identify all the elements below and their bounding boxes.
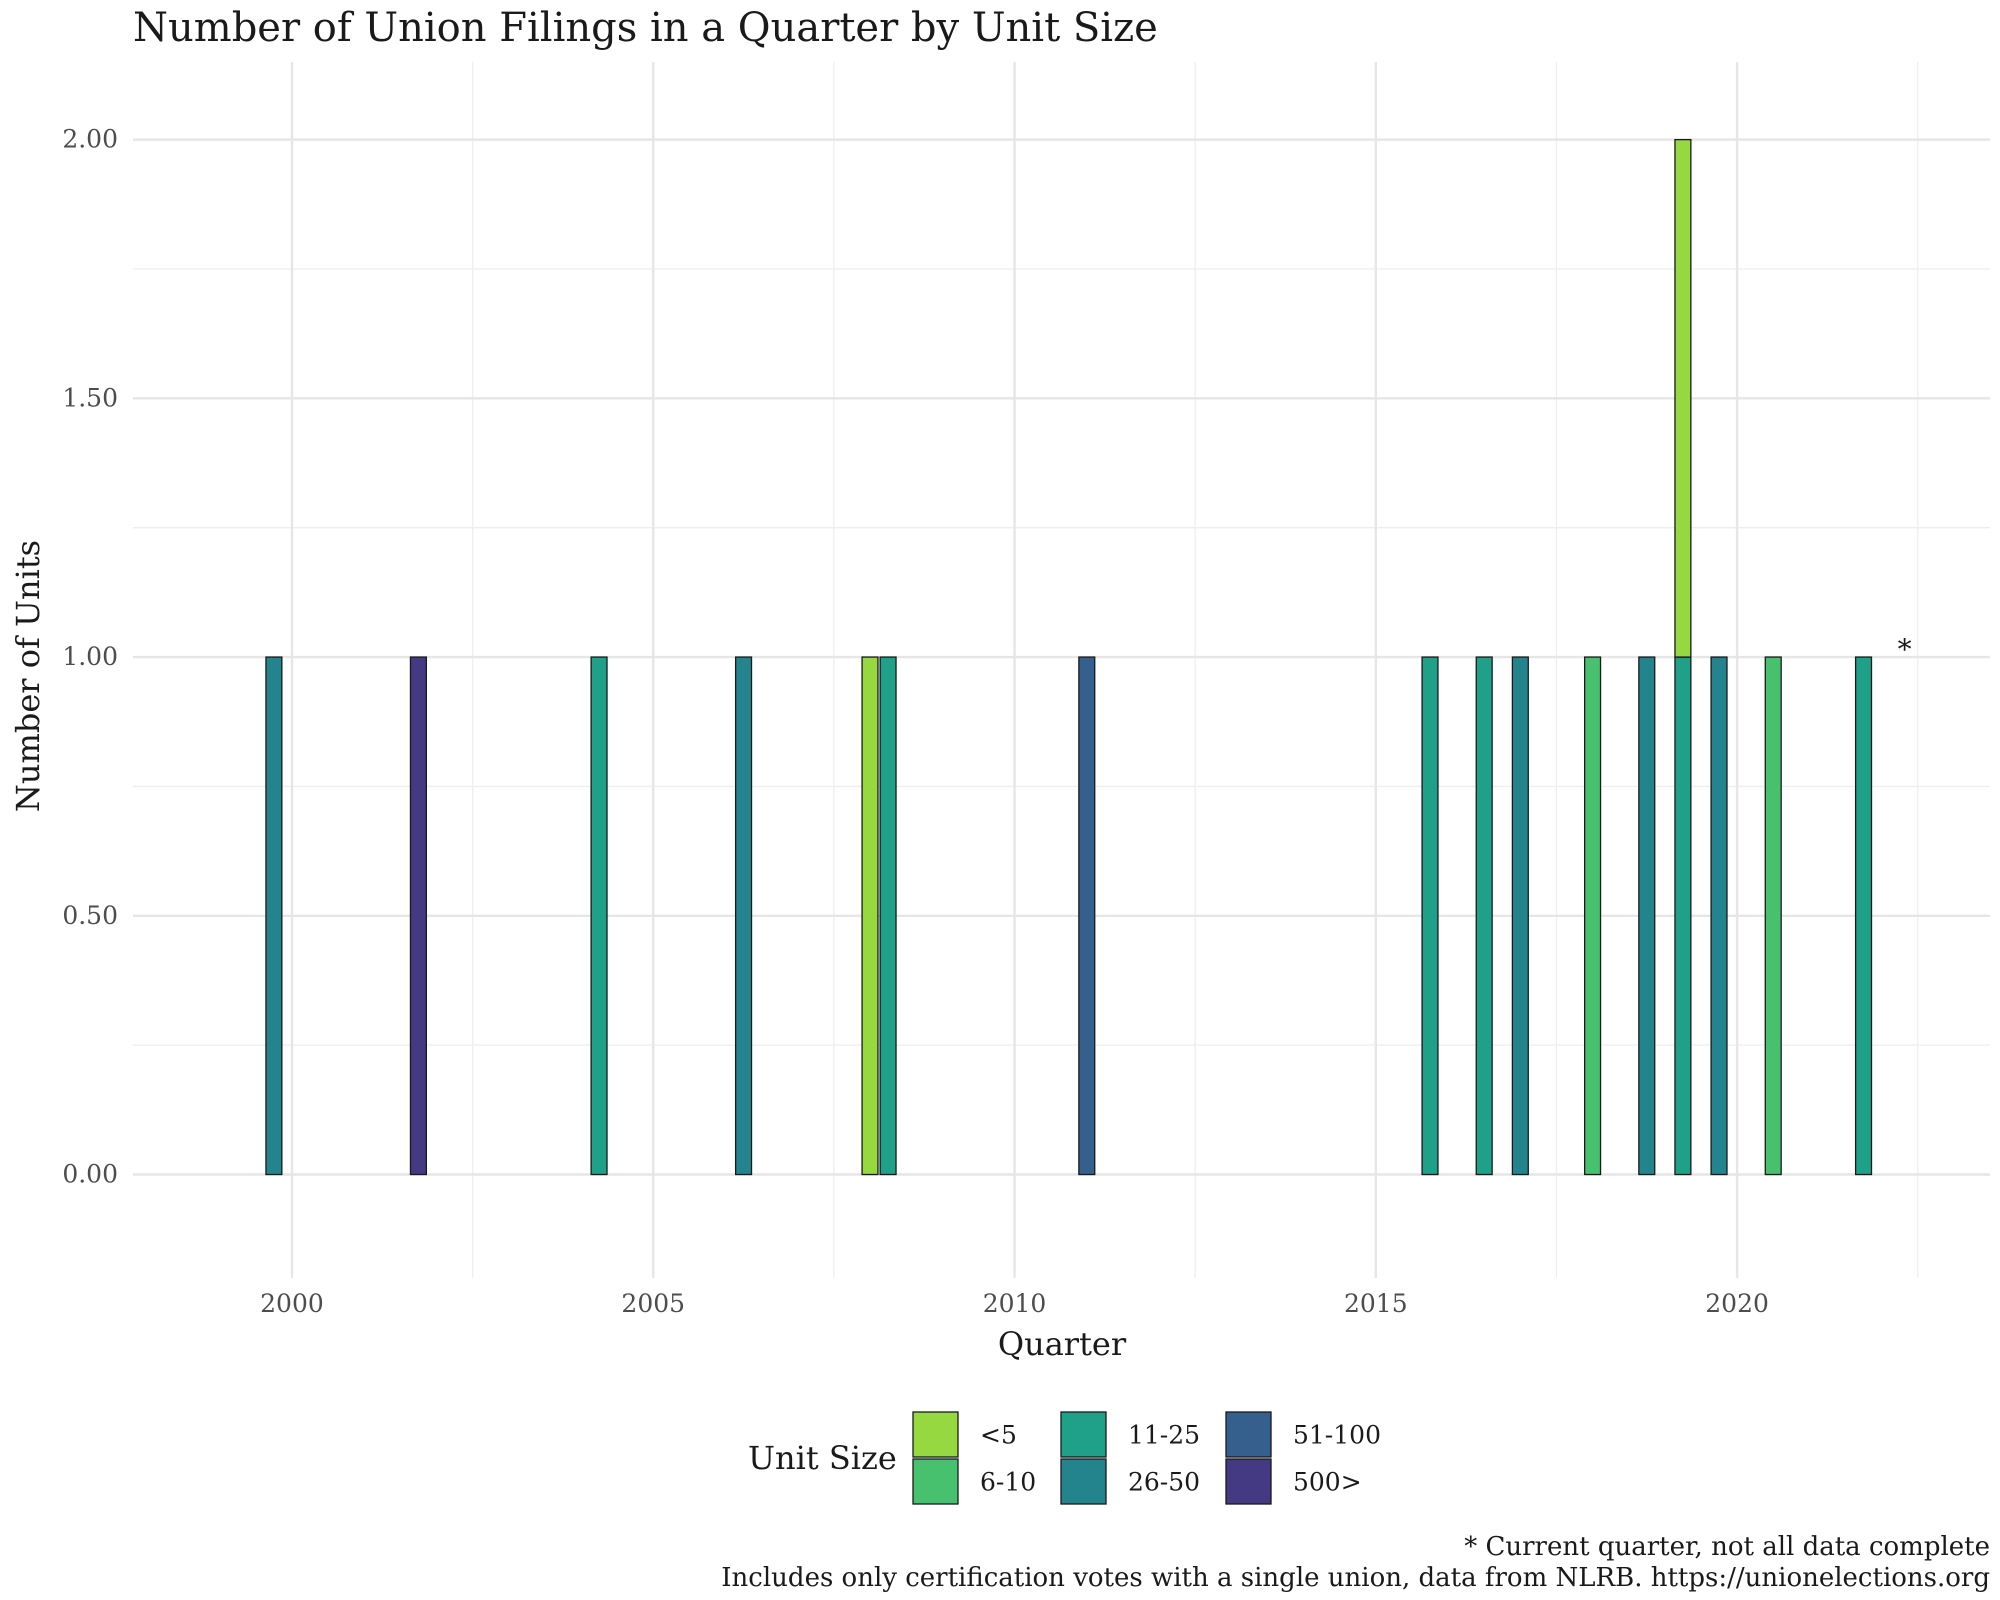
legend-key-<5 bbox=[912, 1411, 959, 1458]
x-tick-label: 2005 bbox=[621, 1289, 685, 1318]
bar-2018Q4-26-50 bbox=[1638, 656, 1656, 1176]
legend-key-6-10 bbox=[912, 1458, 959, 1505]
bar-2021Q4-11-25 bbox=[1854, 656, 1873, 1176]
y-tick-label: 0.00 bbox=[62, 1160, 118, 1189]
bar-2019Q2-11-25 bbox=[1674, 656, 1692, 1176]
axis-ticks: 2000 2005 2010 2015 2020 0.00 0.50 1.00 1.50 2.00 bbox=[62, 125, 1769, 1318]
current-quarter-annotation: * bbox=[1898, 633, 1912, 666]
legend-label-500>: 500> bbox=[1293, 1468, 1362, 1497]
legend-title: Unit Size bbox=[748, 1439, 897, 1477]
y-tick-label: 1.50 bbox=[62, 383, 118, 412]
x-tick-label: 2020 bbox=[1705, 1289, 1769, 1318]
bars bbox=[265, 138, 1873, 1176]
y-tick-label: 0.50 bbox=[62, 901, 118, 930]
legend-key-500> bbox=[1225, 1458, 1272, 1505]
bar-2017Q1-26-50 bbox=[1511, 656, 1529, 1176]
legend-key-51-100 bbox=[1225, 1411, 1272, 1458]
bar-2018Q1-6-10 bbox=[1583, 656, 1602, 1176]
y-tick-label: 2.00 bbox=[62, 125, 118, 154]
legend: Unit Size <5 6-10 11-25 26-50 51-100 500> bbox=[748, 1411, 1381, 1505]
bar-2006Q2-26-50 bbox=[734, 656, 753, 1176]
caption-note: * Current quarter, not all data complete bbox=[1464, 1532, 1990, 1562]
caption-source: Includes only certification votes with a… bbox=[721, 1563, 1990, 1593]
bar-2004Q2-11-25 bbox=[590, 656, 608, 1176]
legend-label-26-50: 26-50 bbox=[1128, 1468, 1200, 1497]
bar-2019Q4-26-50 bbox=[1710, 656, 1728, 1176]
legend-label-11-25: 11-25 bbox=[1128, 1421, 1200, 1450]
bar-2020Q3-6-10 bbox=[1764, 656, 1782, 1176]
legend-key-11-25 bbox=[1060, 1411, 1107, 1458]
bar-2001Q4-500> bbox=[409, 656, 428, 1176]
bar-1999Q4-26-50 bbox=[265, 656, 283, 1176]
legend-label-<5: <5 bbox=[980, 1421, 1017, 1450]
bar-2008Q1-<5 bbox=[861, 656, 879, 1176]
bar-2008Q2-11-25 bbox=[879, 656, 897, 1176]
y-tick-label: 1.00 bbox=[62, 642, 118, 671]
x-tick-label: 2010 bbox=[983, 1289, 1047, 1318]
gridlines bbox=[133, 62, 1990, 1278]
y-axis-title: Number of Units bbox=[9, 540, 47, 812]
legend-label-6-10: 6-10 bbox=[980, 1468, 1036, 1497]
legend-label-51-100: 51-100 bbox=[1293, 1421, 1381, 1450]
x-tick-label: 2000 bbox=[260, 1289, 324, 1318]
bar-2015Q4-11-25 bbox=[1421, 656, 1439, 1176]
x-axis-title: Quarter bbox=[998, 1325, 1127, 1363]
bar-2011Q1-51-100 bbox=[1078, 656, 1096, 1176]
bar-2016Q3-11-25 bbox=[1475, 656, 1493, 1176]
chart-title: Number of Union Filings in a Quarter by … bbox=[133, 5, 1158, 51]
x-tick-label: 2015 bbox=[1344, 1289, 1408, 1318]
legend-key-26-50 bbox=[1060, 1458, 1107, 1505]
bar-2019Q2-<5 bbox=[1674, 138, 1692, 658]
